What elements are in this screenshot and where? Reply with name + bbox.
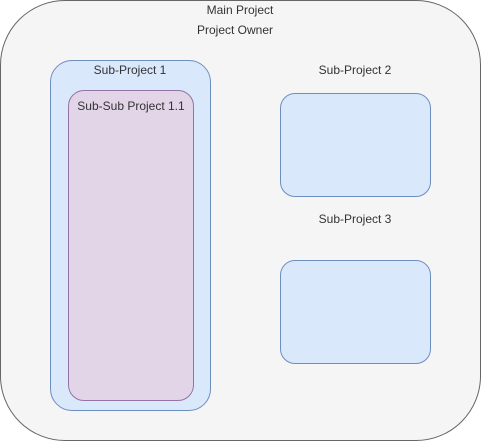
sub-sub-project-1-1-label: Sub-Sub Project 1.1 xyxy=(77,99,185,113)
sub-project-2-label: Sub-Project 2 xyxy=(318,63,392,77)
sub-sub-project-1-1-box[interactable] xyxy=(68,90,194,401)
sub-project-2-box[interactable] xyxy=(280,93,431,197)
sub-project-1-label: Sub-Project 1 xyxy=(93,63,167,77)
project-owner-label: Project Owner xyxy=(196,23,274,37)
main-project-title: Main Project xyxy=(206,3,274,17)
sub-project-3-label: Sub-Project 3 xyxy=(318,212,392,226)
sub-project-3-box[interactable] xyxy=(280,260,431,364)
